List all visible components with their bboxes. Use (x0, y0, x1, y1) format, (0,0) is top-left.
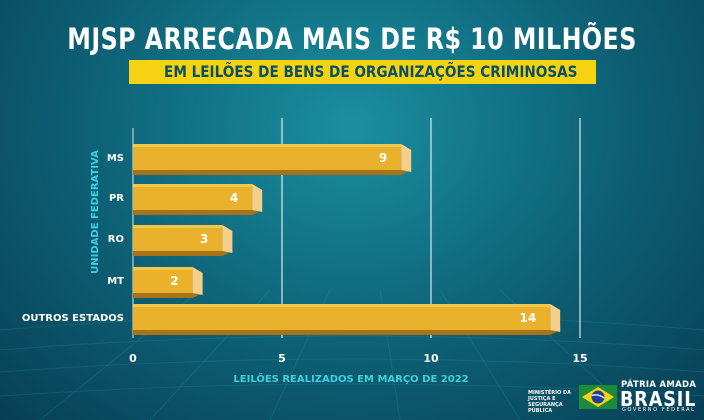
bar-highlight-3 (133, 267, 193, 270)
y-axis-label: UNIDADE FEDERATIVA (90, 150, 101, 274)
ministry-line-1: MINISTÉRIO DA (528, 390, 572, 396)
bar-cap-2 (222, 225, 233, 253)
bar-value-label-2: 3 (200, 232, 208, 246)
slogan-top: PÁTRIA AMADA (621, 380, 697, 390)
ministry-line-3: SEGURANÇA PÚBLICA (528, 402, 563, 414)
x-tick-label-5: 5 (278, 352, 286, 365)
bar-cap-1 (252, 184, 263, 212)
page-subtitle: EM LEILÕES DE BENS DE ORGANIZAÇÕES CRIMI… (164, 62, 578, 81)
category-label-1: PR (109, 193, 124, 204)
x-tick-label-0: 0 (129, 352, 137, 365)
bar-highlight-0 (133, 144, 402, 147)
bar-0 (133, 144, 402, 170)
bar-value-label-3: 2 (170, 274, 178, 288)
category-label-4: OUTROS ESTADOS (22, 313, 124, 324)
slogan-governo-federal: GOVERNO FEDERAL (622, 407, 696, 413)
bar-2 (133, 225, 223, 251)
subtitle-banner (129, 60, 596, 84)
category-label-3: MT (107, 276, 124, 287)
bar-cap-0 (401, 144, 412, 172)
bar-3 (133, 267, 193, 293)
bar-highlight-2 (133, 225, 223, 228)
ministry-logo-text: MINISTÉRIO DA JUSTIÇA E SEGURANÇA PÚBLIC… (528, 390, 578, 414)
bar-value-label-1: 4 (230, 191, 238, 205)
bar-4 (133, 304, 551, 330)
x-axis-label: LEILÕES REALIZADOS EM MARÇO DE 2022 (233, 372, 468, 385)
bar-cap-3 (192, 267, 203, 295)
slogan-brasil: BRASIL (620, 387, 697, 411)
x-tick-label-15: 15 (572, 352, 587, 365)
bar-value-label-4: 14 (519, 311, 536, 325)
bar-cap-4 (550, 304, 561, 332)
page-title: MJSP ARRECADA MAIS DE R$ 10 MILHÕES (67, 22, 637, 56)
brazil-flag-icon (579, 385, 617, 409)
bar-highlight-4 (133, 304, 551, 307)
category-label-2: RO (108, 234, 124, 245)
bar-highlight-1 (133, 184, 253, 187)
bar-1 (133, 184, 253, 210)
x-tick-label-10: 10 (423, 352, 439, 365)
bar-value-label-0: 9 (379, 151, 387, 165)
category-label-0: MS (107, 153, 124, 164)
ministry-line-2: JUSTIÇA E (528, 396, 556, 402)
